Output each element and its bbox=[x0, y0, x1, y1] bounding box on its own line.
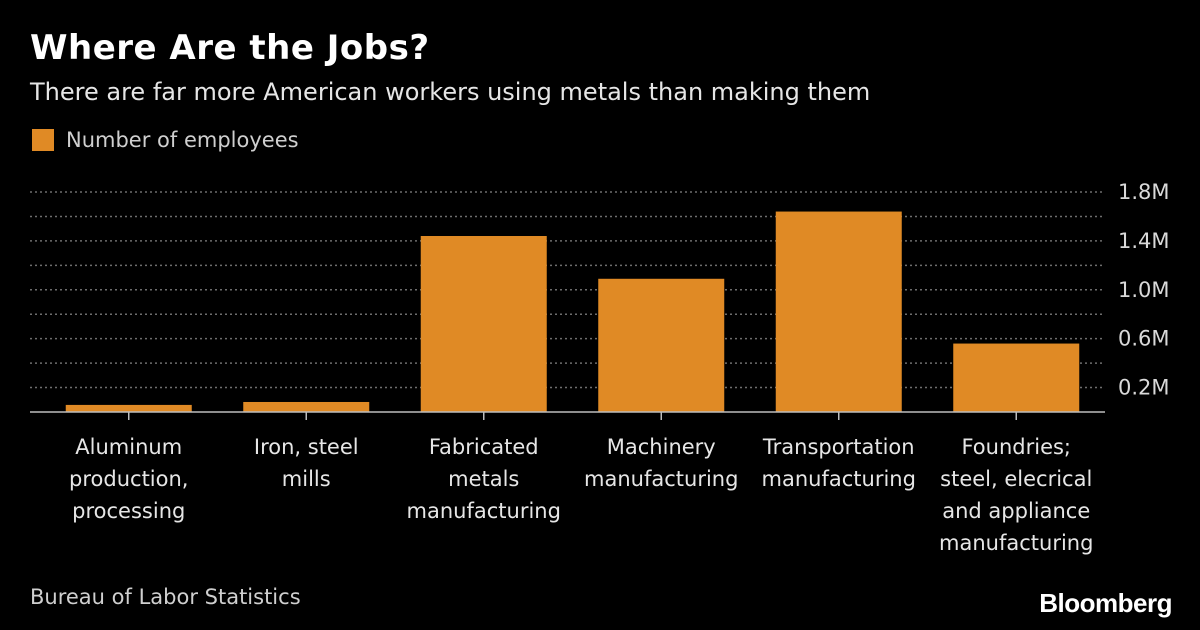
bar bbox=[598, 278, 725, 412]
y-tick-label: 1.0M bbox=[1118, 278, 1170, 302]
bar bbox=[420, 236, 547, 412]
legend-swatch bbox=[32, 129, 54, 151]
chart-title: Where Are the Jobs? bbox=[30, 28, 430, 68]
chart-subtitle: There are far more American workers usin… bbox=[30, 78, 871, 106]
x-axis bbox=[30, 411, 1105, 420]
x-tick-label: Aluminum production, processing bbox=[69, 435, 188, 523]
bar bbox=[953, 343, 1080, 412]
y-tick-label: 0.2M bbox=[1118, 376, 1170, 400]
bars bbox=[65, 211, 1080, 412]
y-tick-label: 0.6M bbox=[1118, 327, 1170, 351]
bloomberg-logo: Bloomberg bbox=[1039, 588, 1172, 618]
x-tick-label: Transportation manufacturing bbox=[762, 435, 916, 491]
bar bbox=[775, 211, 902, 412]
legend: Number of employees bbox=[32, 128, 299, 152]
y-tick-labels: 0.2M 0.6M 1.0M 1.4M 1.8M bbox=[1118, 180, 1170, 400]
x-tick-label: Iron, steel mills bbox=[254, 435, 359, 491]
grid-lines bbox=[30, 191, 1105, 389]
source-note: Bureau of Labor Statistics bbox=[30, 585, 301, 609]
y-tick-label: 1.8M bbox=[1118, 180, 1170, 204]
bar bbox=[65, 404, 192, 412]
legend-label: Number of employees bbox=[66, 128, 299, 152]
x-tick-labels: Aluminum production, processing Iron, steel… bbox=[69, 435, 1093, 555]
x-tick-label: Foundries; steel, elecrical and appliance m… bbox=[939, 435, 1093, 555]
bar bbox=[243, 401, 370, 412]
x-tick-label: Machinery manufacturing bbox=[584, 435, 738, 491]
x-tick-label: Fabricated metals manufacturing bbox=[407, 435, 561, 523]
y-tick-label: 1.4M bbox=[1118, 229, 1170, 253]
